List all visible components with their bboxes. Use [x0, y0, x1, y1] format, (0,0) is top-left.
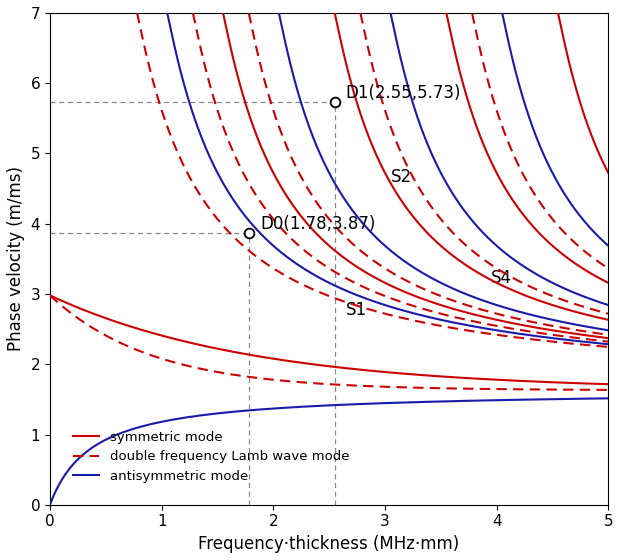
Text: S2: S2: [391, 167, 412, 185]
Text: S1: S1: [346, 301, 367, 319]
Text: D0(1.78,3.87): D0(1.78,3.87): [260, 214, 375, 232]
Y-axis label: Phase velocity (m/ms): Phase velocity (m/ms): [7, 166, 25, 351]
Legend: symmetric mode, double frequency Lamb wave mode, antisymmetric mode: symmetric mode, double frequency Lamb wa…: [68, 426, 355, 488]
Text: D1(2.55,5.73): D1(2.55,5.73): [346, 84, 461, 102]
X-axis label: Frequency·thickness (MHz·mm): Frequency·thickness (MHz·mm): [198, 535, 460, 553]
Text: S4: S4: [491, 269, 512, 287]
